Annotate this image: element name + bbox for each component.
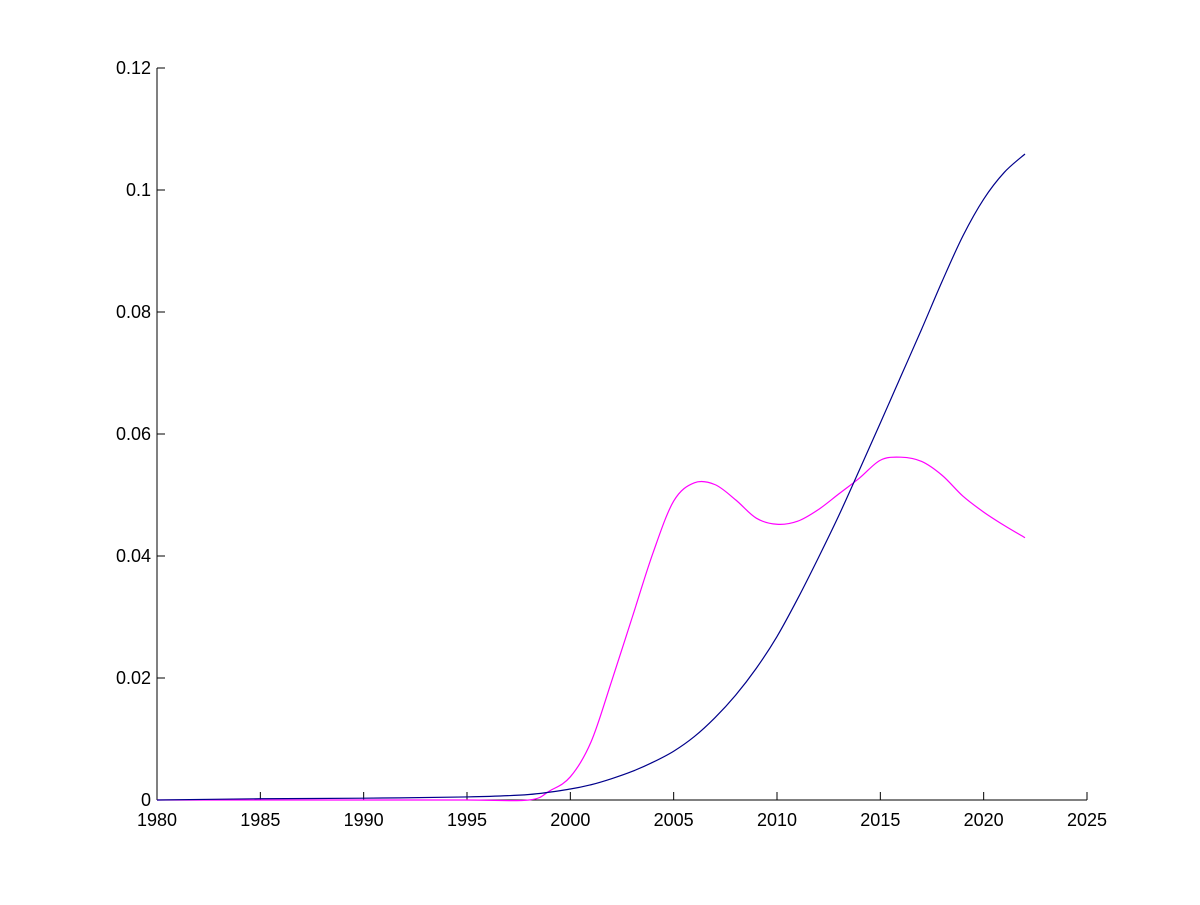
x-tick-label: 2020 xyxy=(964,810,1004,830)
x-tick-label: 2010 xyxy=(757,810,797,830)
x-tick-label: 1980 xyxy=(137,810,177,830)
x-tick-label: 2005 xyxy=(654,810,694,830)
x-tick-label: 1985 xyxy=(240,810,280,830)
y-tick-label: 0.02 xyxy=(116,668,151,688)
y-tick-label: 0.08 xyxy=(116,302,151,322)
series-line-1 xyxy=(156,153,1026,801)
x-tick-label: 2000 xyxy=(550,810,590,830)
x-tick-label: 2015 xyxy=(860,810,900,830)
series-layer xyxy=(156,153,1026,802)
series-line-2 xyxy=(157,456,1026,802)
x-tick-label: 1990 xyxy=(344,810,384,830)
y-tick-label: 0.04 xyxy=(116,546,151,566)
x-tick-label: 1995 xyxy=(447,810,487,830)
y-tick-label: 0.06 xyxy=(116,424,151,444)
y-tick-label: 0 xyxy=(141,790,151,810)
y-tick-label: 0.1 xyxy=(126,180,151,200)
axes-layer: 1980 1985 1990 1995 2000 2005 2010 2015 2020 2025… xyxy=(116,58,1107,830)
x-tick-label: 2025 xyxy=(1067,810,1107,830)
y-tick-label: 0.12 xyxy=(116,58,151,78)
